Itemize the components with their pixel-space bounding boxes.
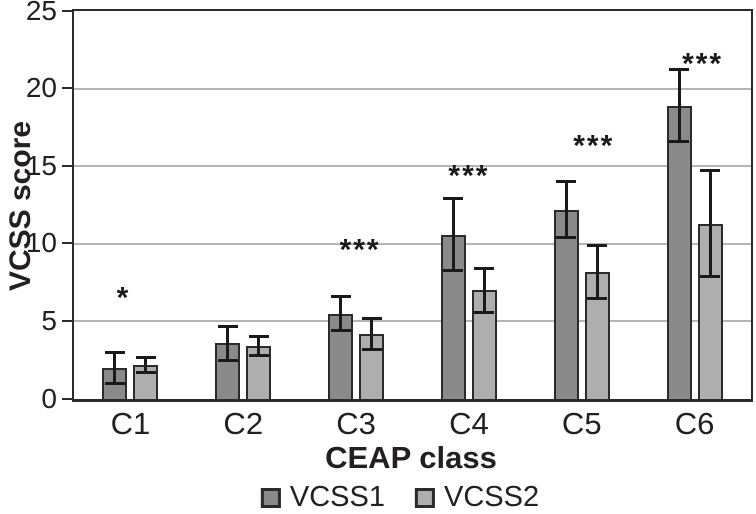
error-cap-bottom	[361, 347, 382, 351]
error-cap-top	[443, 197, 464, 201]
gridline-y10	[74, 242, 751, 245]
significance-marker-c6: ***	[682, 47, 724, 81]
error-cap-top	[248, 335, 269, 339]
x-tick-label-c1: C1	[110, 406, 151, 441]
error-bar-vcss2-c5	[595, 243, 599, 300]
x-tick-label-c4: C4	[449, 406, 489, 441]
error-cap-top	[135, 355, 156, 359]
error-cap-bottom	[587, 296, 608, 300]
legend: VCSS1 VCSS2	[260, 481, 539, 513]
y-tick-label-0: 0	[41, 382, 57, 414]
y-tick-mark-5	[62, 319, 72, 322]
y-tick-label-20: 20	[25, 72, 57, 104]
error-cap-top	[217, 324, 238, 328]
legend-label-vcss1: VCSS1	[289, 481, 385, 513]
y-axis-title: VCSS score	[4, 120, 37, 292]
significance-marker-c3: ***	[339, 233, 381, 267]
error-cap-bottom	[474, 310, 495, 314]
error-cap-bottom	[330, 329, 351, 333]
y-tick-label-10: 10	[25, 227, 57, 259]
x-tick-label-c2: C2	[223, 406, 264, 441]
significance-marker-c4: ***	[448, 159, 490, 193]
error-bar-vcss1-c3	[339, 295, 343, 333]
error-cap-top	[700, 169, 721, 173]
error-cap-top	[669, 68, 690, 72]
gridline-y15	[74, 165, 751, 168]
error-bar-vcss1-c4	[451, 197, 455, 272]
error-bar-vcss2-c6	[708, 169, 712, 278]
bar-vcss1-c5	[553, 209, 579, 399]
x-tick-label-c5: C5	[561, 406, 602, 441]
y-tick-mark-20	[62, 87, 72, 90]
error-cap-bottom	[443, 268, 464, 272]
y-tick-mark-15	[62, 164, 72, 167]
x-axis-title: CEAP class	[325, 440, 497, 475]
error-cap-top	[330, 295, 351, 299]
gridline-y5	[74, 320, 751, 323]
error-cap-bottom	[248, 354, 269, 358]
significance-marker-c1: *	[116, 281, 131, 315]
gridline-y20	[74, 87, 751, 90]
error-bar-vcss2-c1	[144, 355, 148, 375]
legend-swatch-vcss2	[415, 487, 435, 508]
y-tick-mark-25	[62, 9, 72, 12]
error-bar-vcss1-c1	[113, 350, 117, 386]
legend-item-vcss1: VCSS1	[260, 481, 385, 513]
bar-vcss1-c3	[328, 313, 354, 399]
error-bar-vcss2-c4	[482, 267, 486, 314]
error-cap-bottom	[104, 382, 125, 386]
error-bar-vcss1-c6	[677, 68, 681, 143]
error-cap-top	[104, 350, 125, 354]
error-bar-vcss1-c5	[564, 180, 568, 240]
error-cap-bottom	[556, 236, 577, 240]
error-cap-bottom	[217, 358, 238, 362]
error-cap-bottom	[669, 139, 690, 143]
error-cap-top	[587, 243, 608, 247]
error-bar-vcss2-c3	[370, 316, 374, 351]
legend-label-vcss2: VCSS2	[444, 481, 540, 513]
y-tick-label-5: 5	[41, 304, 57, 336]
error-cap-top	[556, 180, 577, 184]
legend-swatch-vcss1	[260, 487, 281, 508]
error-cap-top	[474, 267, 495, 271]
error-cap-bottom	[700, 274, 721, 278]
y-tick-mark-0	[62, 397, 72, 400]
x-tick-label-c3: C3	[336, 406, 376, 441]
y-tick-label-15: 15	[25, 149, 57, 181]
y-tick-mark-10	[62, 242, 72, 245]
error-cap-top	[361, 316, 382, 320]
error-bar-vcss2-c2	[257, 335, 261, 358]
error-bar-vcss1-c2	[226, 324, 230, 362]
y-tick-label-25: 25	[25, 0, 57, 26]
bar-vcss1-c6	[666, 105, 692, 399]
error-cap-bottom	[135, 371, 156, 375]
legend-item-vcss2: VCSS2	[415, 483, 539, 512]
bar-vcss2-c5	[584, 271, 610, 399]
plot-area: * *** *** *** ***	[72, 9, 753, 402]
x-tick-label-c6: C6	[674, 406, 715, 441]
significance-marker-c5: ***	[573, 129, 615, 163]
